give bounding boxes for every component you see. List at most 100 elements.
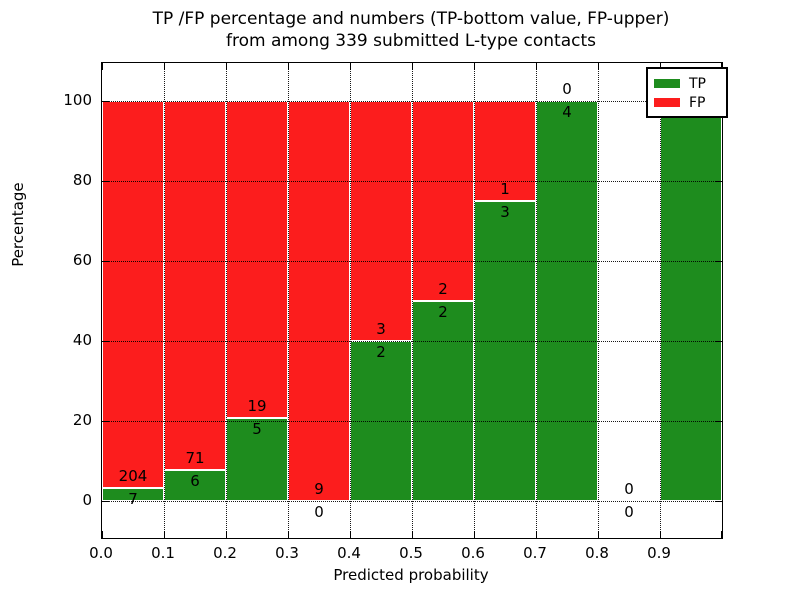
y-tick-mark [102, 181, 109, 182]
grid-line-vertical [536, 63, 537, 538]
x-tick-mark [164, 531, 165, 538]
bar-tp-segment [474, 201, 536, 501]
x-tick-mark [721, 63, 722, 70]
tp-count-label: 0 [624, 503, 634, 521]
x-tick-mark [102, 531, 103, 538]
fp-count-label: 2 [438, 280, 448, 298]
x-tick-label: 0.9 [647, 544, 671, 562]
x-tick-mark [721, 531, 722, 538]
grid-line-vertical [474, 63, 475, 538]
bar-fp-segment [102, 101, 164, 488]
x-tick-mark [660, 531, 661, 538]
x-tick-mark [226, 531, 227, 538]
fp-count-label: 1 [500, 180, 510, 198]
x-tick-mark [536, 63, 537, 70]
legend: TP FP [646, 67, 728, 118]
fp-swatch-icon [654, 98, 680, 107]
fp-count-label: 19 [247, 396, 267, 415]
x-tick-mark [226, 63, 227, 70]
x-tick-mark [598, 531, 599, 538]
bar-fp-segment [288, 101, 350, 501]
y-tick-label: 0 [82, 491, 92, 509]
y-tick-label: 80 [72, 171, 92, 189]
chart-title-line1: TP /FP percentage and numbers (TP-bottom… [152, 9, 670, 29]
chart-title: TP /FP percentage and numbers (TP-bottom… [0, 8, 800, 52]
tp-count-label: 7 [128, 489, 138, 508]
grid-line-vertical [412, 63, 413, 538]
tp-count-label: 6 [190, 471, 200, 490]
x-tick-label: 0.8 [585, 544, 609, 562]
bar-fp-segment [350, 101, 412, 341]
x-tick-label: 0.0 [89, 544, 113, 562]
x-tick-mark [412, 63, 413, 70]
y-tick-label: 100 [63, 91, 92, 109]
bars-layer [102, 63, 722, 538]
legend-label-tp: TP [689, 75, 706, 92]
y-tick-mark [715, 261, 722, 262]
bar-fp-segment [164, 101, 226, 470]
y-tick-mark [102, 341, 109, 342]
tp-count-label: 3 [500, 203, 510, 221]
y-tick-mark [102, 261, 109, 262]
legend-label-fp: FP [689, 94, 706, 111]
grid-line-vertical [288, 63, 289, 538]
tp-count-label: 4 [562, 103, 572, 121]
y-tick-mark [102, 501, 109, 502]
x-tick-label: 0.7 [523, 544, 547, 562]
tick-marks-layer [102, 63, 722, 538]
grid-line-vertical [598, 63, 599, 538]
tp-swatch-icon [654, 79, 680, 88]
bar-fp-segment [474, 101, 536, 201]
y-tick-mark [102, 101, 109, 102]
y-tick-label: 20 [72, 411, 92, 429]
fp-count-label: 3 [376, 320, 386, 338]
x-axis-label: Predicted probability [333, 566, 489, 584]
tp-count-label: 2 [438, 303, 448, 321]
bar-tp-segment [164, 469, 226, 501]
x-tick-mark [474, 531, 475, 538]
y-tick-mark [715, 421, 722, 422]
y-axis-label: Percentage [9, 182, 27, 267]
x-tick-label: 0.1 [151, 544, 175, 562]
x-tick-mark [350, 63, 351, 70]
grid-layer [102, 63, 722, 538]
bar-tp-segment [536, 101, 598, 501]
x-tick-mark [598, 63, 599, 70]
x-tick-mark [536, 531, 537, 538]
fp-count-label: 9 [314, 480, 324, 498]
bar-tp-segment [102, 487, 164, 501]
tp-count-label: 5 [252, 419, 262, 438]
y-tick-mark [102, 421, 109, 422]
bar-fp-segment [226, 101, 288, 418]
x-tick-label: 0.5 [399, 544, 423, 562]
y-tick-label: 60 [72, 251, 92, 269]
grid-line-vertical [164, 63, 165, 538]
plot-area: 204771619590322213040001 TP FP [101, 62, 728, 539]
fp-count-label: 204 [118, 466, 148, 485]
chart-title-line2: from among 339 submitted L-type contacts [225, 31, 596, 51]
x-tick-label: 0.6 [461, 544, 485, 562]
x-tick-mark [474, 63, 475, 70]
bar-tp-segment [412, 301, 474, 501]
bar-tp-segment [660, 101, 722, 501]
grid-line-vertical [660, 63, 661, 538]
tp-count-label: 2 [376, 343, 386, 361]
legend-item-tp: TP [654, 74, 720, 93]
bar-fp-segment [412, 101, 474, 301]
x-tick-mark [164, 63, 165, 70]
x-tick-label: 0.2 [213, 544, 237, 562]
y-tick-mark [715, 181, 722, 182]
legend-item-fp: FP [654, 93, 720, 112]
x-tick-mark [102, 63, 103, 70]
fp-count-label: 0 [562, 80, 572, 98]
x-tick-label: 0.3 [275, 544, 299, 562]
fp-count-label: 0 [624, 480, 634, 498]
y-tick-mark [715, 341, 722, 342]
x-tick-mark [288, 531, 289, 538]
fp-count-label: 71 [185, 448, 205, 467]
x-tick-label: 0.4 [337, 544, 361, 562]
x-tick-mark [288, 63, 289, 70]
x-tick-mark [412, 531, 413, 538]
grid-line-vertical [350, 63, 351, 538]
